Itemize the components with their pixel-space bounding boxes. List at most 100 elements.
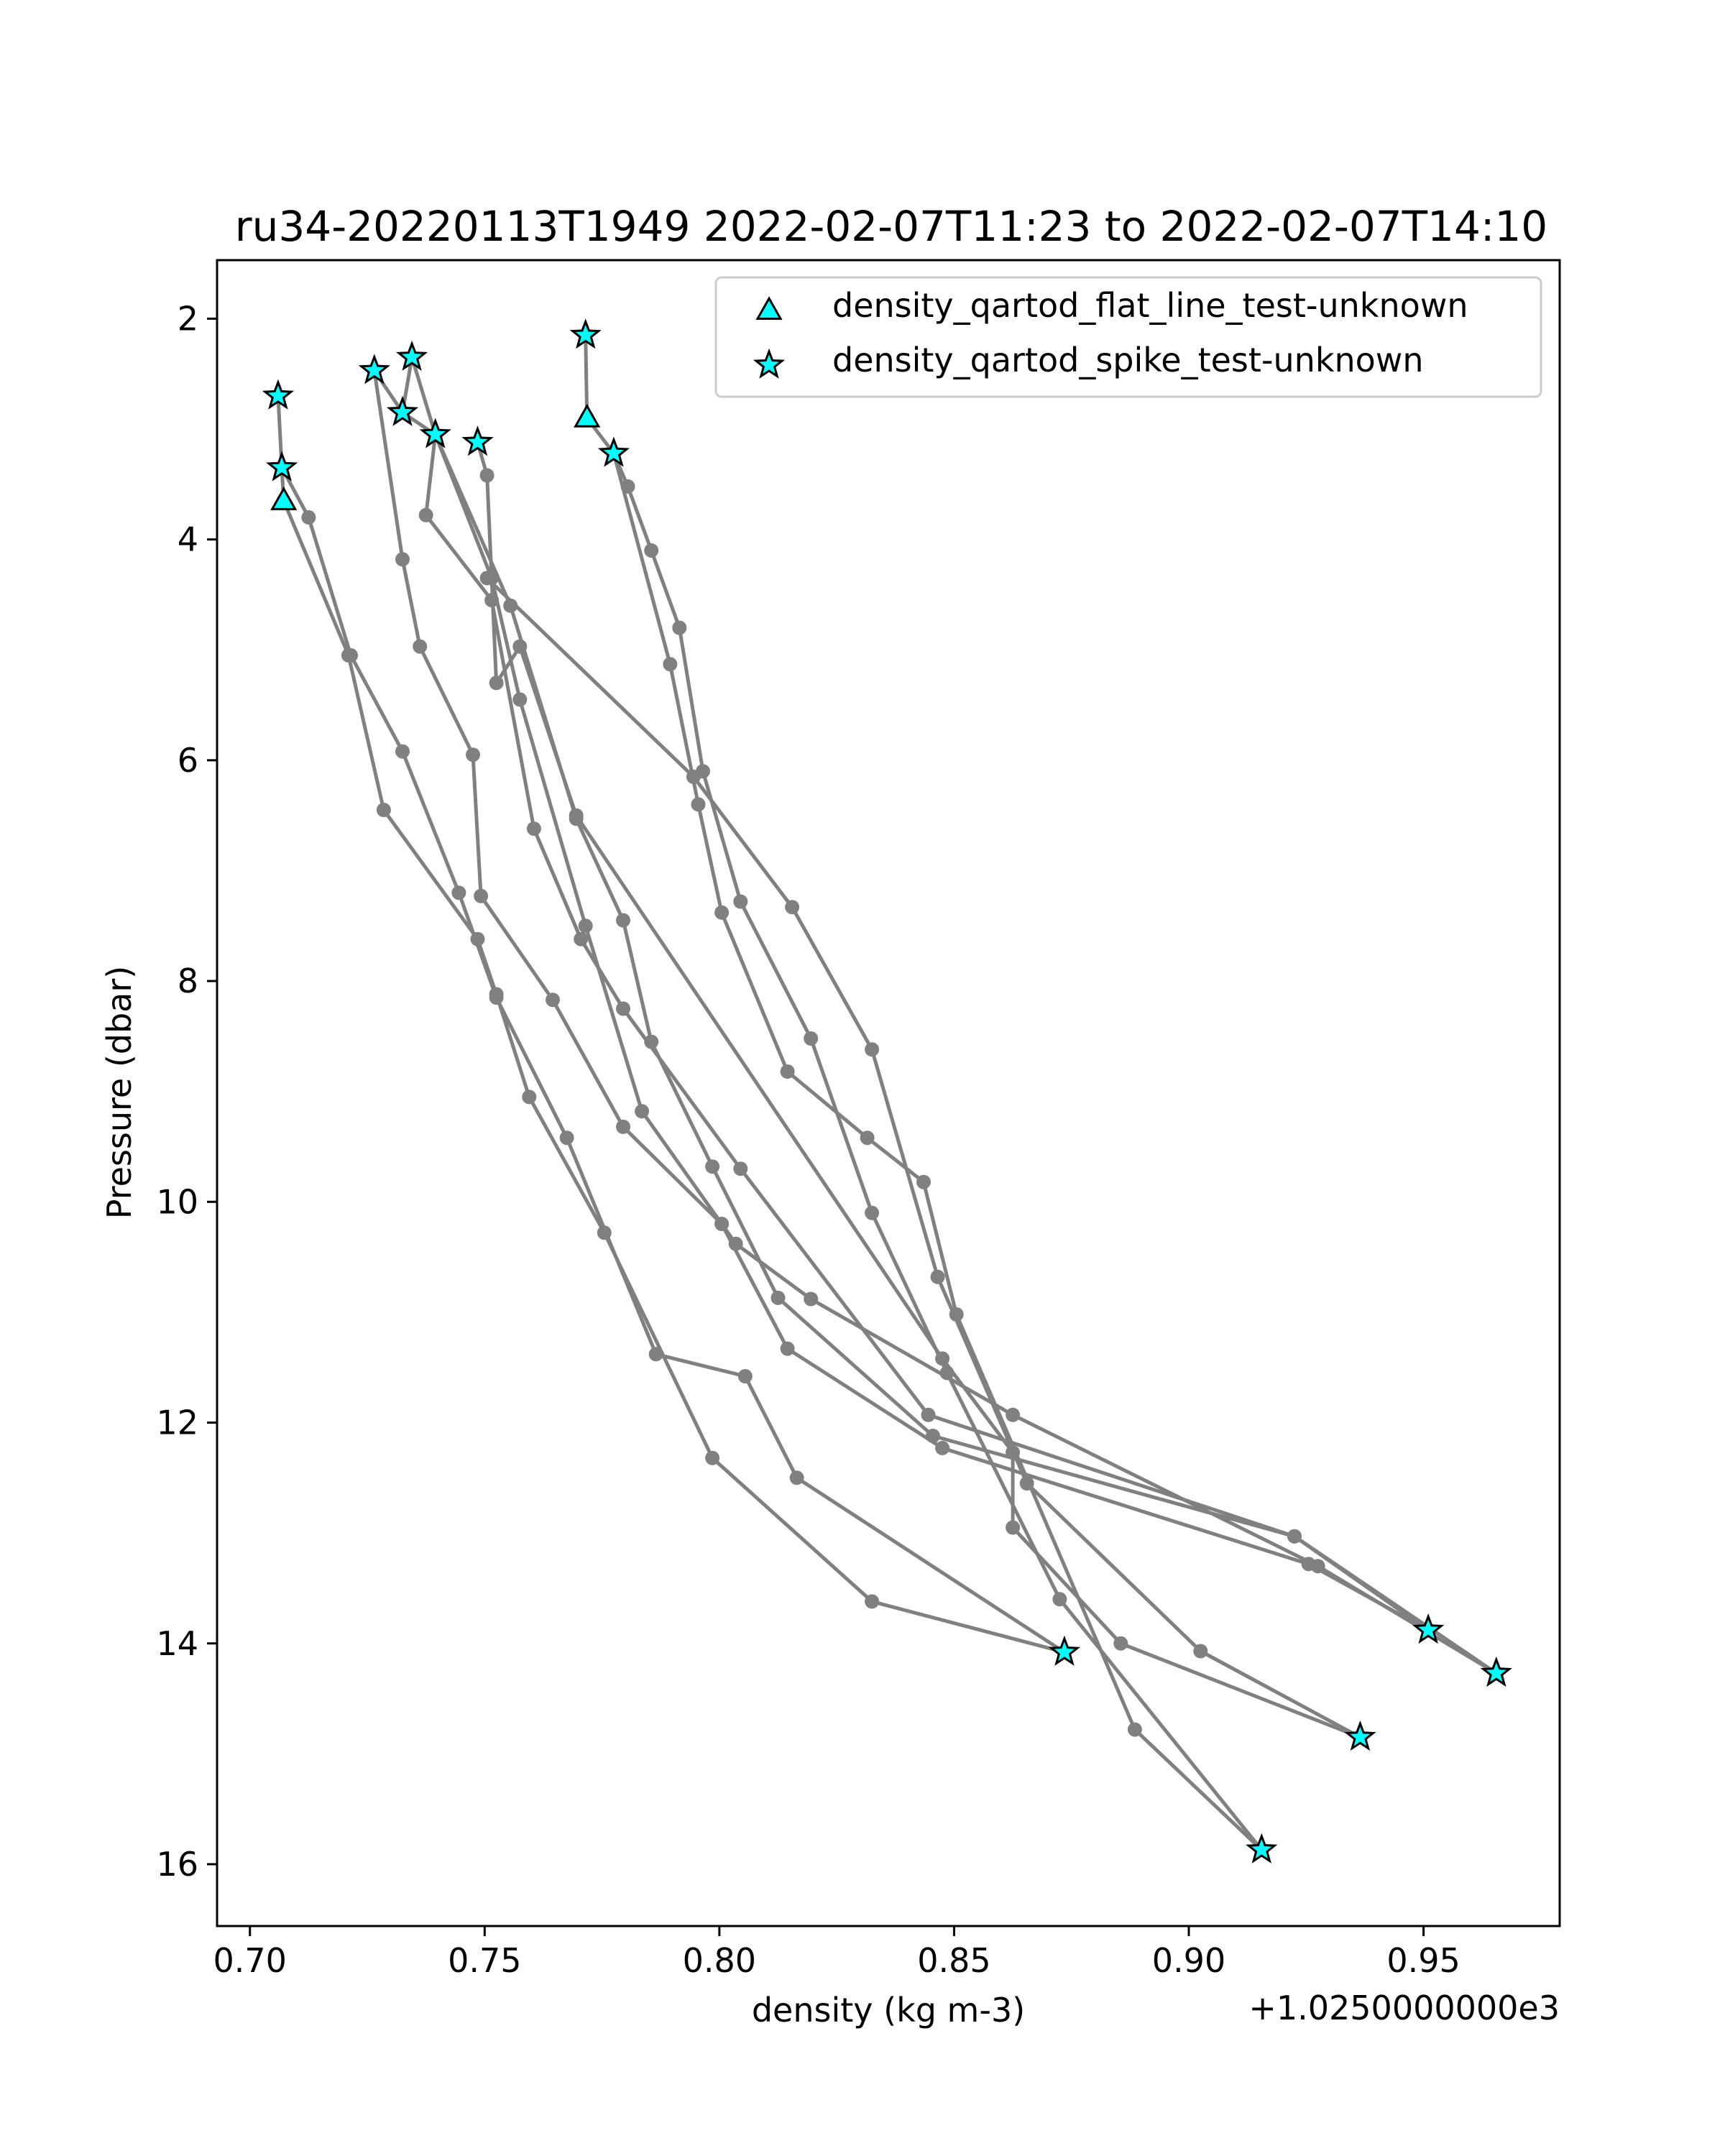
spike-flag-marker: [395, 340, 428, 371]
profile-lines: [276, 335, 1498, 1851]
x-tick-label: 0.80: [683, 1941, 756, 1980]
profile-point: [865, 1042, 880, 1057]
profile-point: [860, 1130, 875, 1146]
profile-point: [341, 648, 356, 663]
profile-point: [451, 885, 466, 900]
profile-point: [395, 552, 410, 567]
profile-point: [1127, 1722, 1142, 1737]
profile-point: [1310, 1559, 1325, 1574]
y-tick-label: 14: [156, 1624, 198, 1663]
profile-point: [574, 931, 589, 946]
profile-point: [705, 1159, 720, 1174]
flat-line-flag-marker: [574, 403, 601, 428]
chart-title: ru34-20220113T1949 2022-02-07T11:23 to 2…: [235, 202, 1547, 251]
y-tick-label: 4: [178, 520, 198, 559]
profile-point: [395, 744, 410, 759]
legend-label-flat-line: density_qartod_flat_line_test-unknown: [832, 286, 1468, 325]
profile-point: [1193, 1644, 1208, 1659]
y-tick-label: 6: [178, 741, 198, 780]
profile-point: [479, 571, 494, 586]
profile-point: [578, 918, 593, 934]
profile-point: [865, 1205, 880, 1220]
profile-point: [1052, 1592, 1067, 1607]
profile-point: [466, 747, 480, 763]
profile-point: [696, 764, 710, 779]
profile-point: [1287, 1529, 1302, 1544]
y-tick-label: 10: [156, 1182, 198, 1221]
profile-point: [663, 657, 678, 672]
profile-point: [1006, 1407, 1021, 1422]
profile-line: [372, 369, 1430, 1632]
profile-point: [597, 1225, 612, 1240]
profile-line: [612, 453, 1264, 1851]
profile-point: [376, 803, 391, 817]
profile-point: [691, 797, 706, 812]
profile-point: [714, 905, 730, 920]
profile-point: [1019, 1476, 1034, 1491]
profile-point: [865, 1594, 880, 1609]
profile-point: [479, 468, 494, 483]
profile-point: [559, 1130, 574, 1146]
profile-point: [418, 507, 433, 522]
x-tick-label: 0.70: [213, 1941, 287, 1980]
x-axis-label: density (kg m-3): [752, 1991, 1025, 2030]
profile-point: [470, 931, 485, 946]
y-tick-label: 16: [156, 1845, 198, 1884]
profile-point: [785, 900, 800, 915]
profile-line: [280, 467, 1065, 1654]
profile-point: [526, 821, 541, 837]
profile-point: [733, 894, 748, 909]
x-tick-label: 0.95: [1386, 1941, 1460, 1980]
legend: density_qartod_flat_line_test-unknown de…: [714, 276, 1542, 398]
profile-point: [522, 1089, 537, 1105]
profile-point: [489, 987, 504, 1002]
profile-line: [372, 370, 1430, 1632]
profile-point: [705, 1450, 720, 1465]
y-axis-label: Pressure (dbar): [100, 966, 139, 1219]
profile-point: [489, 676, 504, 691]
profile-point: [770, 1290, 786, 1305]
profile-point: [1006, 1520, 1021, 1535]
profile-point: [569, 808, 584, 823]
profile-line: [584, 335, 1264, 1851]
profile-point: [728, 1236, 743, 1251]
profile-point: [672, 620, 687, 635]
profile-point: [413, 639, 428, 654]
profile-point: [474, 888, 489, 903]
profile-point: [789, 1470, 804, 1485]
profile-point: [780, 1341, 795, 1356]
qc-flag-markers: [262, 318, 1512, 1864]
profile-line: [276, 395, 1066, 1654]
profile-point: [780, 1064, 795, 1079]
profile-point: [916, 1174, 931, 1189]
spike-flag-marker: [1048, 1635, 1081, 1666]
x-tick-label: 0.90: [1152, 1941, 1225, 1980]
profile-line: [424, 434, 1498, 1675]
profile-point: [503, 598, 518, 613]
spike-flag-marker: [597, 436, 630, 467]
profile-point: [930, 1269, 945, 1284]
profile-point: [648, 1347, 663, 1362]
profile-point: [733, 1161, 748, 1176]
legend-label-spike: density_qartod_spike_test-unknown: [832, 341, 1424, 379]
x-axis-offset-label: +1.0250000000e3: [1248, 1989, 1560, 2027]
spike-flag-marker: [1412, 1613, 1445, 1644]
profile-point: [512, 639, 528, 654]
profile-points: [270, 328, 1504, 1857]
y-tick-label: 12: [156, 1404, 198, 1442]
profile-point: [949, 1307, 964, 1322]
profile-point: [644, 1034, 659, 1049]
spike-flag-marker: [461, 425, 494, 456]
legend-box: [714, 276, 1542, 398]
y-tick-label: 2: [178, 299, 198, 338]
profile-point: [512, 692, 528, 707]
spike-flag-marker: [386, 395, 419, 426]
profile-point: [804, 1291, 819, 1307]
profile-point: [939, 1365, 954, 1381]
profile-point: [546, 992, 560, 1008]
profile-point: [616, 1119, 630, 1134]
profile-point: [1006, 1445, 1021, 1460]
x-axis-ticks: 0.70 0.75 0.80 0.85 0.90 0.95: [213, 1926, 1460, 1980]
flat-line-flag-marker: [270, 487, 298, 510]
spike-flag-marker: [419, 418, 451, 448]
